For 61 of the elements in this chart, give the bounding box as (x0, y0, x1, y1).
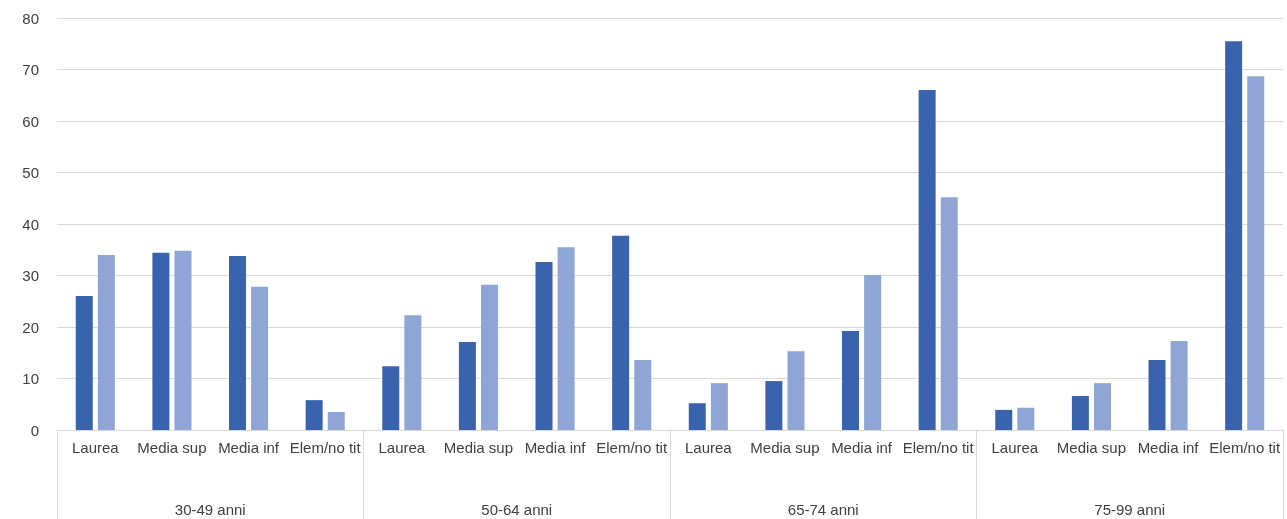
x-tick-label: Laurea (378, 439, 426, 456)
bar (458, 341, 476, 430)
y-tick-label: 30 (22, 267, 39, 284)
bar (1017, 407, 1035, 430)
y-tick-label: 10 (22, 370, 39, 387)
x-tick-label: Media sup (1056, 439, 1127, 456)
bar (710, 383, 728, 430)
y-tick-label: 70 (22, 61, 39, 78)
y-tick-label: 0 (30, 421, 39, 439)
bar (688, 403, 706, 430)
bar (382, 366, 400, 430)
bar (842, 331, 860, 430)
x-tick-label: Media inf (218, 439, 280, 456)
bar (765, 381, 783, 430)
bar (557, 247, 575, 430)
x-tick-label: Media sup (137, 439, 207, 456)
y-tick-label: 20 (22, 318, 39, 336)
bar (612, 235, 630, 430)
text: 30-49 anni (174, 501, 246, 518)
text: 75-99 anni (1094, 501, 1166, 518)
bar (995, 409, 1013, 430)
bar (251, 286, 269, 430)
x-tick-label: Elem/no tit (902, 439, 975, 456)
bar (787, 351, 805, 430)
x-tick-label: Media sup (750, 439, 820, 456)
bar (1170, 340, 1188, 430)
bar (1071, 396, 1089, 430)
text: 65-74 anni (787, 501, 859, 518)
bar (327, 411, 345, 430)
bar (152, 252, 170, 430)
bar (1225, 41, 1243, 430)
y-tick-label: 50 (22, 164, 39, 181)
x-tick-label: Media inf (1137, 439, 1200, 456)
x-tick-label: Elem/no tit (289, 439, 362, 456)
y-tick-label: 40 (22, 215, 39, 233)
bar (174, 250, 192, 430)
bar (305, 400, 323, 430)
bar (940, 197, 958, 430)
bar (1148, 359, 1166, 430)
bar (480, 284, 498, 430)
bar (918, 90, 936, 430)
y-tick-label: 60 (22, 112, 39, 130)
bar (535, 262, 553, 430)
bar (229, 255, 247, 430)
x-tick-label: Laurea (991, 439, 1039, 456)
x-tick-label: Laurea (684, 439, 733, 456)
text: 50-64 anni (481, 501, 553, 518)
x-tick-label: Elem/no tit (596, 439, 668, 456)
x-tick-label: Laurea (71, 439, 120, 456)
bar (864, 274, 882, 430)
x-tick-label: Media sup (443, 439, 514, 456)
x-tick-label: Media inf (831, 439, 893, 456)
x-tick-label: Elem/no tit (1209, 439, 1281, 456)
x-tick-label: Media inf (524, 439, 587, 456)
y-tick-label: 80 (22, 9, 39, 27)
bar (634, 359, 652, 430)
bar (404, 315, 422, 430)
bar (1247, 76, 1265, 430)
bar (75, 296, 93, 430)
bar (97, 254, 115, 430)
bar (1093, 383, 1111, 430)
